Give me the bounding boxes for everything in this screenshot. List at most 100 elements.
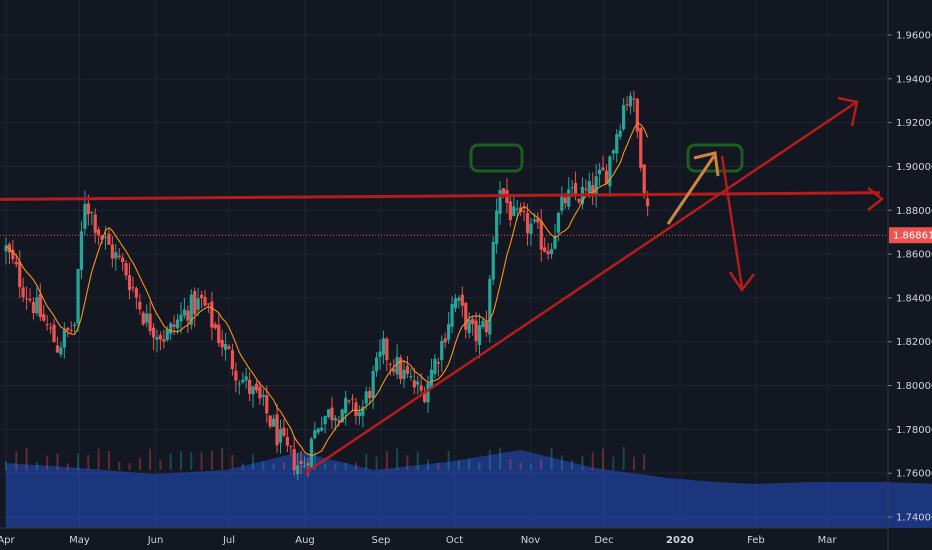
candle-body — [543, 247, 547, 252]
current-price-badge: 1.86861 — [889, 227, 932, 244]
volume-bar — [540, 458, 543, 470]
volume-bar — [46, 455, 49, 470]
candle-body — [117, 255, 121, 258]
candle-body — [371, 371, 375, 399]
candle-body — [398, 357, 403, 379]
volume-bar — [231, 454, 234, 470]
y-tick-label: 1.76000 — [896, 469, 932, 480]
volume-bar — [252, 454, 255, 470]
drop-arrowhead — [728, 271, 755, 293]
candle-body — [79, 231, 84, 270]
x-tick-label: 2020 — [666, 535, 694, 546]
candle-body — [501, 188, 506, 195]
candle-body — [148, 313, 152, 332]
candle-body — [515, 208, 519, 210]
candle-body — [639, 127, 643, 168]
candle-body — [241, 379, 245, 383]
candle-body — [615, 134, 619, 154]
x-tick-label: Oct — [446, 535, 463, 546]
volume-bar — [97, 448, 100, 470]
volume-bar — [87, 454, 90, 470]
candle-body — [395, 356, 399, 375]
candle-body — [608, 156, 612, 187]
candle-body — [340, 409, 344, 423]
candle-body — [323, 416, 327, 425]
candles — [4, 90, 650, 480]
candle-body — [326, 409, 331, 417]
volume-bar — [509, 459, 512, 470]
candle-body — [86, 203, 90, 215]
volume-bar — [643, 454, 646, 470]
candle-body — [244, 376, 248, 381]
candle-body — [347, 400, 351, 402]
candle-body — [42, 314, 46, 321]
support-arrowhead — [837, 96, 859, 127]
candle-body — [385, 338, 389, 361]
candle-body — [248, 379, 252, 394]
candle-body — [467, 319, 471, 334]
candle-body — [49, 327, 53, 329]
volume-bar — [602, 448, 605, 470]
candle-body — [138, 301, 142, 310]
candle-body — [567, 189, 571, 207]
volume-bar — [15, 451, 18, 470]
candle-body — [134, 288, 138, 298]
x-tick-label: Jun — [147, 535, 164, 546]
candle-body — [24, 298, 29, 300]
candle-body — [251, 386, 255, 395]
drop-arrow — [720, 155, 744, 289]
candle-body — [570, 187, 574, 189]
volume-bar — [282, 462, 285, 470]
candle-body — [289, 445, 293, 447]
candle-body — [14, 261, 18, 265]
volume-bar — [118, 461, 121, 470]
volume-bar — [396, 448, 399, 470]
candle-body — [193, 291, 197, 315]
volume-bar — [385, 450, 388, 470]
candle-body — [76, 269, 80, 324]
volume-bar — [200, 452, 203, 470]
candle-body — [632, 98, 636, 100]
candle-body — [203, 296, 207, 306]
candle-body — [433, 358, 437, 374]
volume-bar — [210, 450, 213, 470]
candle-body — [234, 370, 238, 381]
candle-body — [213, 324, 217, 329]
candle-body — [611, 150, 615, 154]
candle-body — [189, 294, 193, 325]
candle-body — [549, 249, 554, 255]
y-tick-label: 1.88000 — [896, 206, 932, 217]
candle-body — [529, 223, 533, 235]
candle-body — [436, 362, 440, 364]
volume-bar — [499, 447, 502, 470]
candle-body — [296, 465, 300, 475]
volume-bar — [5, 460, 7, 470]
resistance-box-right — [686, 143, 744, 173]
x-tick-label: Sep — [372, 535, 391, 546]
candle-body — [268, 415, 272, 427]
candle-body — [625, 104, 629, 106]
volume-bar — [581, 456, 584, 470]
candle-body — [179, 314, 183, 322]
candle-body — [429, 369, 434, 388]
candle-body — [261, 395, 265, 397]
volume-bar — [138, 457, 141, 470]
y-tick-label: 1.84000 — [896, 293, 932, 304]
candle-body — [175, 319, 180, 329]
candle-body — [381, 338, 386, 355]
candle-body — [237, 383, 241, 385]
y-tick-label: 1.94000 — [896, 74, 932, 85]
volume-bar — [447, 450, 450, 470]
candle-body — [83, 203, 87, 229]
candle-body — [512, 206, 516, 217]
candle-body — [299, 461, 303, 464]
x-axis: Apr May Jun Jul Aug Sep Oct Nov Dec 2020 Feb Mar — [0, 527, 888, 546]
volume-bar — [313, 450, 316, 470]
candle-body — [402, 369, 406, 380]
volume-bar — [375, 456, 378, 470]
volume-bar — [365, 453, 368, 470]
candle-body — [223, 343, 228, 350]
candle-body — [350, 398, 355, 400]
